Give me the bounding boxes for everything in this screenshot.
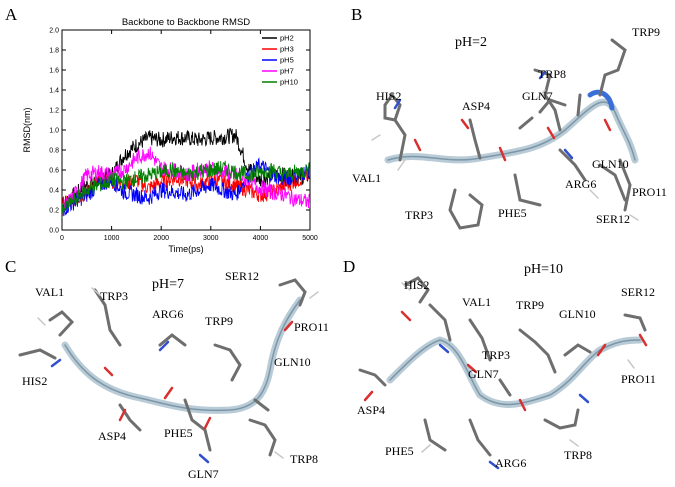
y-axis-label: RMSD(nm) bbox=[22, 108, 32, 153]
series-line-pH7 bbox=[62, 146, 310, 217]
panel-b-residue: SER12 bbox=[596, 212, 630, 226]
panel-d-residue: PRO11 bbox=[621, 372, 656, 386]
panel-d-structure bbox=[358, 276, 648, 470]
panel-b-residue: VAL1 bbox=[352, 171, 381, 185]
y-tick-label: 0.0 bbox=[49, 228, 59, 235]
backbone-ribbon-edge bbox=[387, 101, 636, 161]
x-axis-label: Time(ps) bbox=[168, 244, 203, 254]
panel-d-residue: SER12 bbox=[621, 285, 655, 299]
panel-d-residue: TRP9 bbox=[516, 298, 544, 312]
panel-a-letter: A bbox=[5, 5, 18, 24]
y-tick-label: 1.2 bbox=[49, 108, 59, 115]
legend-label: pH2 bbox=[280, 34, 294, 43]
panel-d-residue: VAL1 bbox=[462, 295, 491, 309]
panel-c-residue: ARG6 bbox=[152, 307, 183, 321]
y-tick-label: 0.4 bbox=[49, 188, 59, 195]
panel-c-residue: ASP4 bbox=[98, 429, 126, 443]
legend-label: pH5 bbox=[280, 56, 294, 65]
x-tick-label: 2000 bbox=[153, 235, 169, 242]
panel-c-structure bbox=[18, 278, 319, 464]
panel-d-residue: ARG6 bbox=[495, 456, 526, 470]
panel-c-residue: GLN10 bbox=[274, 355, 311, 369]
panel-b-residue: GLN7 bbox=[522, 89, 553, 103]
y-tick-label: 0.6 bbox=[49, 168, 59, 175]
panel-b-residue: PHE5 bbox=[498, 206, 527, 220]
y-tick-label: 0.8 bbox=[49, 148, 59, 155]
panel-b-structure bbox=[371, 38, 639, 230]
panel-c-residue: TRP3 bbox=[100, 289, 128, 303]
panel-c-residue: SER12 bbox=[225, 269, 259, 283]
panel-b-residue: TRP9 bbox=[632, 25, 660, 39]
panel-b-residue: TRP3 bbox=[405, 208, 433, 222]
y-tick-label: 1.4 bbox=[49, 88, 59, 95]
panel-d: D pH=10 bbox=[343, 257, 656, 470]
panel-c-residue: HIS2 bbox=[22, 374, 47, 388]
panel-b-residue: PRO11 bbox=[632, 185, 667, 199]
x-tick-label: 3000 bbox=[203, 235, 219, 242]
panel-b-residue: ARG6 bbox=[565, 177, 596, 191]
panel-d-residue: GLN10 bbox=[559, 307, 596, 321]
panel-b-residue: HIS2 bbox=[376, 89, 401, 103]
y-tick-label: 2.0 bbox=[49, 28, 59, 35]
legend-label: pH10 bbox=[280, 78, 298, 87]
panel-d-residue: GLN7 bbox=[468, 367, 499, 381]
y-tick-label: 0.2 bbox=[49, 208, 59, 215]
panel-c-residue: TRP8 bbox=[290, 452, 318, 466]
panel-d-residue: TRP8 bbox=[564, 448, 592, 462]
panel-c-residue: GLN7 bbox=[188, 467, 219, 481]
panel-b-residue: TRP8 bbox=[538, 67, 566, 81]
legend-label: pH7 bbox=[280, 67, 294, 76]
y-tick-label: 1.8 bbox=[49, 48, 59, 55]
panel-b-ph-label: pH=2 bbox=[455, 35, 487, 50]
panel-c-letter: C bbox=[5, 257, 16, 276]
panel-b-letter: B bbox=[351, 5, 362, 24]
backbone-ribbon-edge bbox=[64, 299, 301, 412]
panel-c-residue: PHE5 bbox=[164, 426, 193, 440]
helix-segment bbox=[587, 89, 615, 111]
panel-c-ph-label: pH=7 bbox=[152, 277, 184, 292]
x-tick-label: 4000 bbox=[253, 235, 269, 242]
x-tick-label: 0 bbox=[60, 235, 64, 242]
rmsd-chart: Backbone to Backbone RMSD 0 1000 2000 3000 40… bbox=[22, 17, 318, 254]
panel-d-residue: PHE5 bbox=[385, 444, 414, 458]
y-tick-label: 1.6 bbox=[49, 68, 59, 75]
panel-c-residue: PRO11 bbox=[294, 320, 329, 334]
panel-d-residue: HIS2 bbox=[404, 278, 429, 292]
panel-c: C pH=7 bbox=[5, 257, 329, 481]
legend-label: pH3 bbox=[280, 45, 294, 54]
panel-b: B pH=2 bbox=[351, 5, 667, 230]
backbone-ribbon bbox=[384, 98, 639, 164]
panel-b-residue: GLN10 bbox=[592, 157, 629, 171]
y-tick-label: 1.0 bbox=[49, 128, 59, 135]
panel-c-residue: VAL1 bbox=[35, 285, 64, 299]
panel-d-residue: TRP3 bbox=[482, 348, 510, 362]
panel-c-residue: TRP9 bbox=[205, 314, 233, 328]
panel-d-residue: ASP4 bbox=[357, 403, 385, 417]
panel-b-residue: ASP4 bbox=[462, 99, 490, 113]
panel-d-letter: D bbox=[343, 257, 355, 276]
chart-title: Backbone to Backbone RMSD bbox=[122, 17, 250, 28]
x-tick-label: 5000 bbox=[302, 235, 318, 242]
x-tick-label: 1000 bbox=[104, 235, 120, 242]
series-line-pH10 bbox=[62, 160, 310, 218]
panel-d-ph-label: pH=10 bbox=[524, 262, 563, 277]
